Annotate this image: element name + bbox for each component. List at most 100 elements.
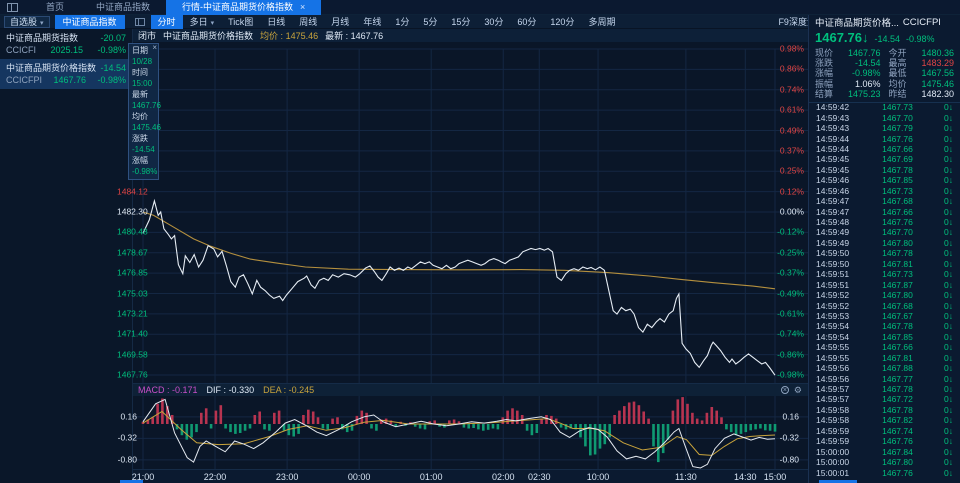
tab-close-icon[interactable]: × <box>300 1 306 12</box>
trade-row[interactable]: 14:59:43 1467.70 0↓ <box>809 112 960 123</box>
price-plot[interactable]: × 日期 10/28 时间 15:00 最新 1467.76 均价 1475.46 涨跌 -14.… <box>117 42 808 383</box>
trade-row[interactable]: 14:59:55 1467.66 0↓ <box>809 342 960 352</box>
tooltip-label: 时间 <box>132 68 148 77</box>
trade-row[interactable]: 14:59:42 1467.73 0↓ <box>809 102 960 112</box>
trade-row[interactable]: 14:59:59 1467.76 0↓ <box>809 436 960 446</box>
watchlist-dropdown[interactable]: 自选股 ▾ <box>4 15 50 28</box>
panel-scrollbar-thumb[interactable] <box>819 480 857 483</box>
macd-close-icon[interactable]: × <box>780 386 789 394</box>
trade-volume: 0↓ <box>944 384 953 395</box>
trade-row[interactable]: 14:59:50 1467.81 0↓ <box>809 259 960 269</box>
trade-time: 14:59:56 <box>816 363 850 374</box>
avg-price-label: 均价 : 1475.46 <box>260 29 318 42</box>
toolbar-period-15分[interactable]: 15分 <box>451 16 471 27</box>
trade-row[interactable]: 15:00:01 1467.76 0↓ <box>809 467 960 478</box>
trade-row[interactable]: 14:59:46 1467.85 0↓ <box>809 175 960 185</box>
trade-time: 14:59:44 <box>816 143 850 154</box>
trade-row[interactable]: 14:59:51 1467.73 0↓ <box>809 269 960 279</box>
trade-row[interactable]: 14:59:53 1467.67 0↓ <box>809 311 960 321</box>
trade-row[interactable]: 14:59:56 1467.88 0↓ <box>809 363 960 373</box>
price-axis-label: 1476.85 <box>117 267 148 278</box>
trade-row[interactable]: 14:59:52 1467.68 0↓ <box>809 300 960 311</box>
stat-value: 1467.76 <box>847 48 881 58</box>
toolbar-period-日线[interactable]: 日线 <box>267 16 286 27</box>
time-and-sales-list[interactable]: 14:59:42 1467.73 0↓ 14:59:43 1467.70 0↓ 14:59:… <box>809 102 960 479</box>
dif-label: DIF : <box>206 385 227 395</box>
trade-time: 14:59:50 <box>816 258 850 269</box>
trade-row[interactable]: 14:59:54 1467.78 0↓ <box>809 321 960 331</box>
instrument-change: -20.07 <box>100 33 126 43</box>
trade-volume: 0↓ <box>944 196 953 207</box>
toolbar-period-120分[interactable]: 120分 <box>550 16 575 27</box>
toolbar-tool-F9深度资料[interactable]: F9深度资料 <box>778 17 825 27</box>
trade-time: 14:59:55 <box>816 342 850 353</box>
toolbar-period-1分[interactable]: 1分 <box>395 16 410 27</box>
quote-pct: -0.98% <box>906 34 935 44</box>
trade-row[interactable]: 15:00:00 1467.80 0↓ <box>809 457 960 467</box>
trade-row[interactable]: 14:59:59 1467.74 0↓ <box>809 426 960 436</box>
toolbar-period-年线[interactable]: 年线 <box>363 16 382 27</box>
tooltip-close-icon[interactable]: × <box>152 43 157 52</box>
quote-panel-header[interactable]: 中证商品期货价格... CCICFPI <box>809 15 960 30</box>
watchlist-item-ccicfi[interactable]: 中证商品期货指数 -20.07 CCICFI 2025.15 -0.98% <box>0 29 132 59</box>
trade-row[interactable]: 14:59:51 1467.87 0↓ <box>809 279 960 290</box>
price-axis-label: 1473.21 <box>117 308 148 319</box>
toolbar-period-分时[interactable]: 分时 <box>150 14 183 29</box>
trade-row[interactable]: 14:59:48 1467.76 0↓ <box>809 217 960 227</box>
toolbar-period-多周期[interactable]: 多周期 <box>588 16 616 27</box>
trade-row[interactable]: 14:59:50 1467.78 0↓ <box>809 248 960 258</box>
trade-row[interactable]: 14:59:45 1467.78 0↓ <box>809 165 960 175</box>
window-panes-icon[interactable] <box>7 2 18 12</box>
trade-row[interactable]: 14:59:58 1467.78 0↓ <box>809 405 960 415</box>
trade-row[interactable]: 14:59:49 1467.70 0↓ <box>809 227 960 237</box>
trade-row[interactable]: 14:59:45 1467.69 0↓ <box>809 154 960 164</box>
trade-row[interactable]: 14:59:55 1467.81 0↓ <box>809 353 960 363</box>
tab-csi-commodity-index[interactable]: 中证商品指数 <box>96 1 151 12</box>
layout-toggle-icon[interactable] <box>134 17 145 26</box>
toolbar-period-周线[interactable]: 周线 <box>299 16 318 27</box>
trade-row[interactable]: 14:59:43 1467.79 0↓ <box>809 123 960 133</box>
toolbar-period-60分[interactable]: 60分 <box>517 16 537 27</box>
trade-row[interactable]: 14:59:46 1467.73 0↓ <box>809 186 960 196</box>
trade-row[interactable]: 14:59:49 1467.80 0↓ <box>809 238 960 248</box>
trade-row[interactable]: 14:59:52 1467.80 0↓ <box>809 290 960 300</box>
stat-value: -14.54 <box>854 58 881 69</box>
trade-price: 1467.66 <box>882 342 913 353</box>
tooltip-label: 涨幅 <box>132 156 148 165</box>
instrument-change: -14.54 <box>100 63 126 73</box>
watchlist-item-ccicfpi[interactable]: 中证商品期货价格指数 -14.54 CCICFPI 1467.76 -0.98% <box>0 59 132 89</box>
price-value: 1467.76 <box>815 30 862 45</box>
tab-quote-ccicfpi[interactable]: 行情-中证商品期货价格指数 × <box>166 0 322 15</box>
pct-axis-label: 0.61% <box>779 104 804 115</box>
toolbar-period-30分[interactable]: 30分 <box>484 16 504 27</box>
toolbar-period-5分[interactable]: 5分 <box>423 16 438 27</box>
toolbar-period-多日[interactable]: 多日 ▾ <box>189 16 215 27</box>
pct-axis-label: -0.37% <box>777 267 804 278</box>
toolbar-period-月线[interactable]: 月线 <box>331 16 350 27</box>
horizontal-scrollbar-thumb[interactable] <box>120 480 143 483</box>
trade-volume: 0↓ <box>944 300 953 311</box>
divider <box>809 102 960 104</box>
price-chart-svg <box>133 48 808 383</box>
tab-home[interactable]: 首页 <box>46 1 65 12</box>
toolbar-period-Tick图[interactable]: Tick图 <box>228 16 254 27</box>
trade-price: 1467.76 <box>882 217 913 228</box>
trade-volume: 0↓ <box>944 269 953 280</box>
index-group-button[interactable]: 中证商品指数 <box>54 14 125 29</box>
tooltip-label: 涨跌 <box>132 134 148 143</box>
trade-row[interactable]: 14:59:54 1467.85 0↓ <box>809 332 960 342</box>
trade-row[interactable]: 14:59:44 1467.76 0↓ <box>809 133 960 144</box>
trade-price: 1467.85 <box>882 175 913 186</box>
trade-row[interactable]: 15:00:00 1467.84 0↓ <box>809 446 960 457</box>
trade-row[interactable]: 14:59:44 1467.66 0↓ <box>809 144 960 154</box>
stat-label: 今开 <box>888 48 907 58</box>
quote-code: CCICFPI <box>902 16 941 28</box>
trade-row[interactable]: 14:59:57 1467.78 0↓ <box>809 384 960 394</box>
trade-price: 1467.77 <box>882 373 913 384</box>
trade-row[interactable]: 14:59:58 1467.82 0↓ <box>809 415 960 425</box>
trade-row[interactable]: 14:59:47 1467.68 0↓ <box>809 196 960 206</box>
macd-settings-gear-icon[interactable]: ⚙ <box>793 384 802 395</box>
trade-row[interactable]: 14:59:56 1467.77 0↓ <box>809 373 960 384</box>
trade-row[interactable]: 14:59:47 1467.66 0↓ <box>809 206 960 217</box>
trade-row[interactable]: 14:59:57 1467.72 0↓ <box>809 394 960 404</box>
